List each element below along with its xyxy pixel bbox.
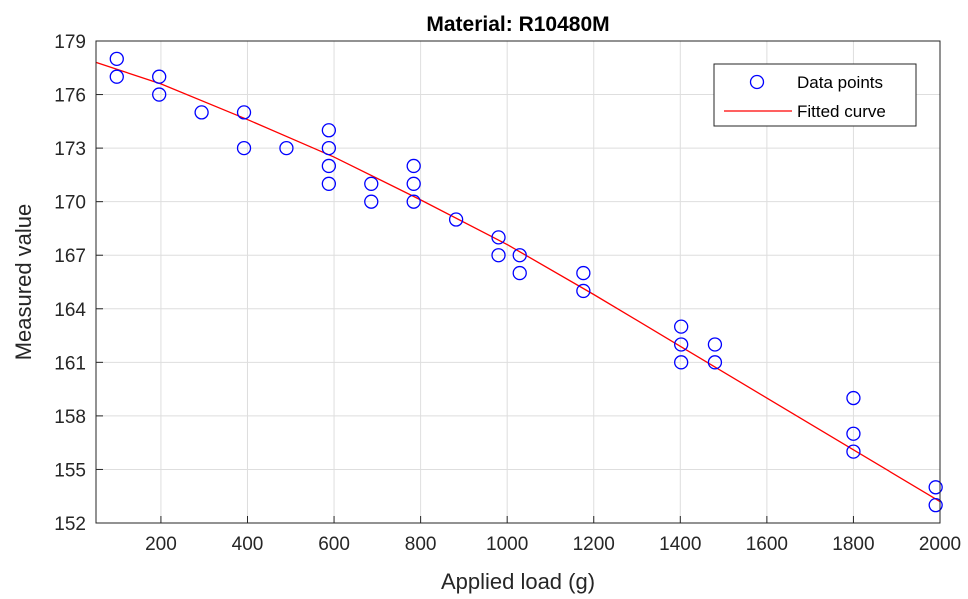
data-point — [321, 158, 337, 174]
fitted-curve-layer — [95, 61, 941, 503]
data-point — [928, 497, 943, 513]
legend-box — [713, 63, 917, 127]
y-tick-label: 167 — [54, 246, 86, 267]
y-tick-label: 176 — [54, 86, 86, 107]
data-point — [109, 69, 124, 84]
data-point — [576, 265, 591, 281]
data-point — [364, 194, 379, 209]
y-tick-label: 170 — [54, 193, 86, 214]
x-tick-label: 1000 — [486, 534, 528, 555]
data-point — [512, 248, 527, 263]
data-point — [109, 51, 124, 66]
x-tick-label: 1400 — [659, 534, 701, 555]
x-tick-label: 1600 — [746, 534, 788, 555]
data-point — [674, 319, 689, 334]
x-axis-label: Applied load (g) — [441, 569, 595, 594]
data-point — [491, 248, 506, 263]
data-point — [321, 140, 337, 156]
data-point — [406, 176, 421, 191]
data-point — [576, 283, 591, 299]
y-tick-label: 152 — [54, 514, 86, 535]
chart-title: Material: R10480M — [426, 13, 609, 36]
data-point — [364, 176, 379, 191]
axes-frame — [95, 40, 941, 524]
data-point — [674, 337, 689, 352]
data-point — [674, 355, 689, 370]
data-point — [406, 194, 421, 209]
y-tick-label: 179 — [54, 32, 86, 53]
y-tick-label: 155 — [54, 460, 86, 481]
data-point — [279, 140, 294, 156]
legend-label-data-points: Data points — [797, 73, 883, 92]
x-tick-label: 1200 — [573, 534, 615, 555]
data-point — [321, 176, 337, 191]
data-point — [152, 69, 167, 84]
data-point — [491, 230, 506, 245]
data-point — [707, 337, 723, 352]
grid — [96, 40, 941, 524]
legend: Data points Fitted curve — [713, 63, 917, 127]
y-tick-label: 164 — [54, 300, 86, 321]
x-tick-label: 2000 — [919, 534, 961, 555]
data-point — [406, 158, 421, 174]
data-point — [707, 355, 723, 370]
data-point — [236, 140, 252, 156]
data-point — [846, 390, 861, 406]
data-point — [152, 87, 167, 102]
data-point — [846, 444, 861, 459]
data-point — [321, 123, 337, 138]
data-point — [448, 212, 464, 227]
y-tick-label: 161 — [54, 353, 86, 374]
legend-label-fitted-curve: Fitted curve — [797, 102, 886, 121]
y-axis-label: Measured value — [11, 204, 36, 361]
data-points-layer — [109, 51, 943, 513]
fitted-curve-line — [95, 61, 941, 503]
data-point — [846, 426, 861, 441]
data-point — [512, 265, 527, 281]
data-point — [194, 105, 209, 120]
x-tick-label: 200 — [145, 534, 177, 555]
x-tick-label: 600 — [318, 534, 350, 555]
data-point — [928, 480, 943, 495]
y-tick-label: 173 — [54, 139, 86, 160]
tick-labels: 200 400 600 800 1000 1200 1400 1600 1800 2000 152 1… — [54, 32, 961, 555]
x-tick-label: 800 — [405, 534, 437, 555]
legend-circle-marker-icon — [749, 74, 765, 90]
x-tick-label: 1800 — [832, 534, 874, 555]
x-tick-label: 400 — [232, 534, 264, 555]
data-point — [236, 105, 252, 120]
y-tick-label: 158 — [54, 407, 86, 428]
